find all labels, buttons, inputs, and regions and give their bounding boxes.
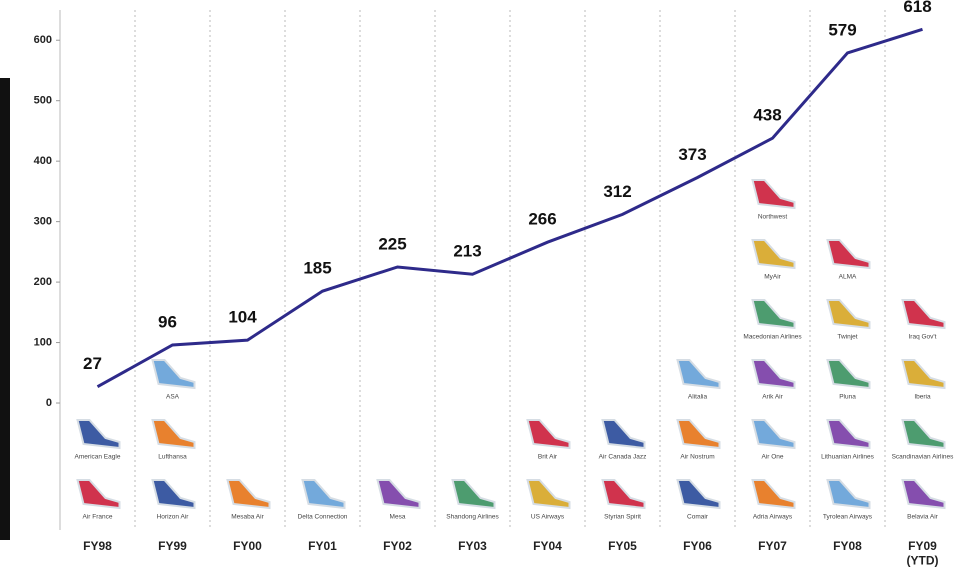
y-tick-label: 600	[34, 34, 52, 46]
x-tick-label: FY98	[83, 539, 112, 553]
airline-name: ASA	[166, 394, 180, 401]
tail-icon	[826, 359, 871, 390]
airline-name: Lufthansa	[158, 454, 187, 461]
tail-icon	[751, 179, 796, 210]
data-line	[96, 27, 923, 389]
tail-icon	[151, 479, 196, 510]
airline-name: Styrian Spirit	[604, 514, 641, 521]
airline-name: Horizon Air	[157, 514, 190, 521]
tail-icon	[676, 359, 721, 390]
left-edge	[0, 78, 10, 540]
airline-name: Air France	[83, 514, 113, 521]
airline-name: Belavia Air	[907, 514, 939, 521]
airline-name: Pluna	[839, 394, 856, 401]
airline-name: Comair	[687, 514, 709, 521]
airline-name: Delta Connection	[298, 514, 348, 521]
x-tick-label: FY04	[533, 539, 562, 553]
tail-icon	[826, 239, 871, 270]
airline-name: Northwest	[758, 214, 787, 221]
airline-name: American Eagle	[75, 454, 121, 461]
tail-icon	[751, 299, 796, 330]
airline-name: Scandinavian Airlines	[892, 454, 955, 461]
x-tick-label: FY07	[758, 539, 787, 553]
tail-icon	[901, 299, 946, 330]
airline-name: ALMA	[839, 274, 857, 281]
tail-icon	[526, 419, 571, 450]
airline-name: Air Nostrum	[680, 454, 714, 461]
value-label: 27	[83, 354, 102, 373]
airline-name: Iraq Gov't	[909, 334, 937, 341]
x-tick-label: FY03	[458, 539, 487, 553]
airline-name: US Airways	[531, 514, 565, 521]
tail-icon	[226, 479, 271, 510]
x-tick-label: FY99	[158, 539, 187, 553]
x-tick-label: FY01	[308, 539, 337, 553]
y-tick-label: 200	[34, 276, 52, 288]
tail-icon	[901, 359, 946, 390]
airline-name: Mesaba Air	[231, 514, 264, 521]
tail-icon	[751, 419, 796, 450]
airline-name: MyAir	[764, 274, 781, 281]
airline-name: Adria Airways	[753, 514, 793, 521]
x-tick-label: FY00	[233, 539, 262, 553]
y-tick-label: 500	[34, 95, 52, 107]
airline-name: Tyrolean Airways	[823, 514, 873, 521]
tail-icon	[526, 479, 571, 510]
tail-icon	[76, 479, 121, 510]
tail-icon	[151, 359, 196, 390]
value-label: 185	[303, 259, 331, 278]
x-tick-label: FY08	[833, 539, 862, 553]
value-label: 104	[228, 308, 257, 327]
airline-name: Alitalia	[688, 394, 708, 401]
airline-name: Iberia	[914, 394, 931, 401]
airline-name: Brit Air	[538, 454, 558, 461]
value-label: 618	[903, 0, 931, 16]
value-label: 213	[453, 242, 481, 261]
tail-icon	[76, 419, 121, 450]
tail-icon	[676, 479, 721, 510]
tail-icon	[826, 419, 871, 450]
airline-name: Air Canada Jazz	[599, 454, 647, 461]
tail-icon	[601, 419, 646, 450]
tail-icon	[901, 479, 946, 510]
airline-name: Lithuanian Airlines	[821, 454, 875, 461]
tail-icon	[151, 419, 196, 450]
airline-name: Macedonian Airlines	[743, 334, 802, 341]
x-tick-label: FY05	[608, 539, 637, 553]
value-label: 312	[603, 182, 631, 201]
value-label: 225	[378, 234, 406, 253]
y-tick-label: 400	[34, 155, 52, 167]
x-tick-label: FY09 (YTD)	[907, 539, 939, 567]
tail-icon	[751, 479, 796, 510]
tail-icon	[301, 479, 346, 510]
airline-name: Mesa	[390, 514, 406, 521]
tail-icon	[901, 419, 946, 450]
airline-name: Shandong Airlines	[446, 514, 499, 521]
tail-icon	[376, 479, 421, 510]
airline-name: Air One	[761, 454, 783, 461]
tail-icon	[676, 419, 721, 450]
value-label: 266	[528, 210, 556, 229]
tail-icon	[601, 479, 646, 510]
tail-icon	[751, 359, 796, 390]
value-label: 579	[828, 20, 856, 39]
y-tick-label: 100	[34, 336, 52, 348]
airline-name: Twinjet	[837, 334, 857, 341]
x-tick-label: FY06	[683, 539, 712, 553]
value-label: 438	[753, 106, 781, 125]
tail-icon	[826, 479, 871, 510]
value-label: 373	[678, 145, 706, 164]
y-tick-label: 300	[34, 216, 52, 228]
tail-icon	[826, 299, 871, 330]
x-tick-label: FY02	[383, 539, 412, 553]
airline-name: Arik Air	[762, 394, 783, 401]
y-tick-label: 0	[46, 397, 52, 409]
tail-icon	[451, 479, 496, 510]
value-label: 96	[158, 312, 177, 331]
tail-icon	[751, 239, 796, 270]
